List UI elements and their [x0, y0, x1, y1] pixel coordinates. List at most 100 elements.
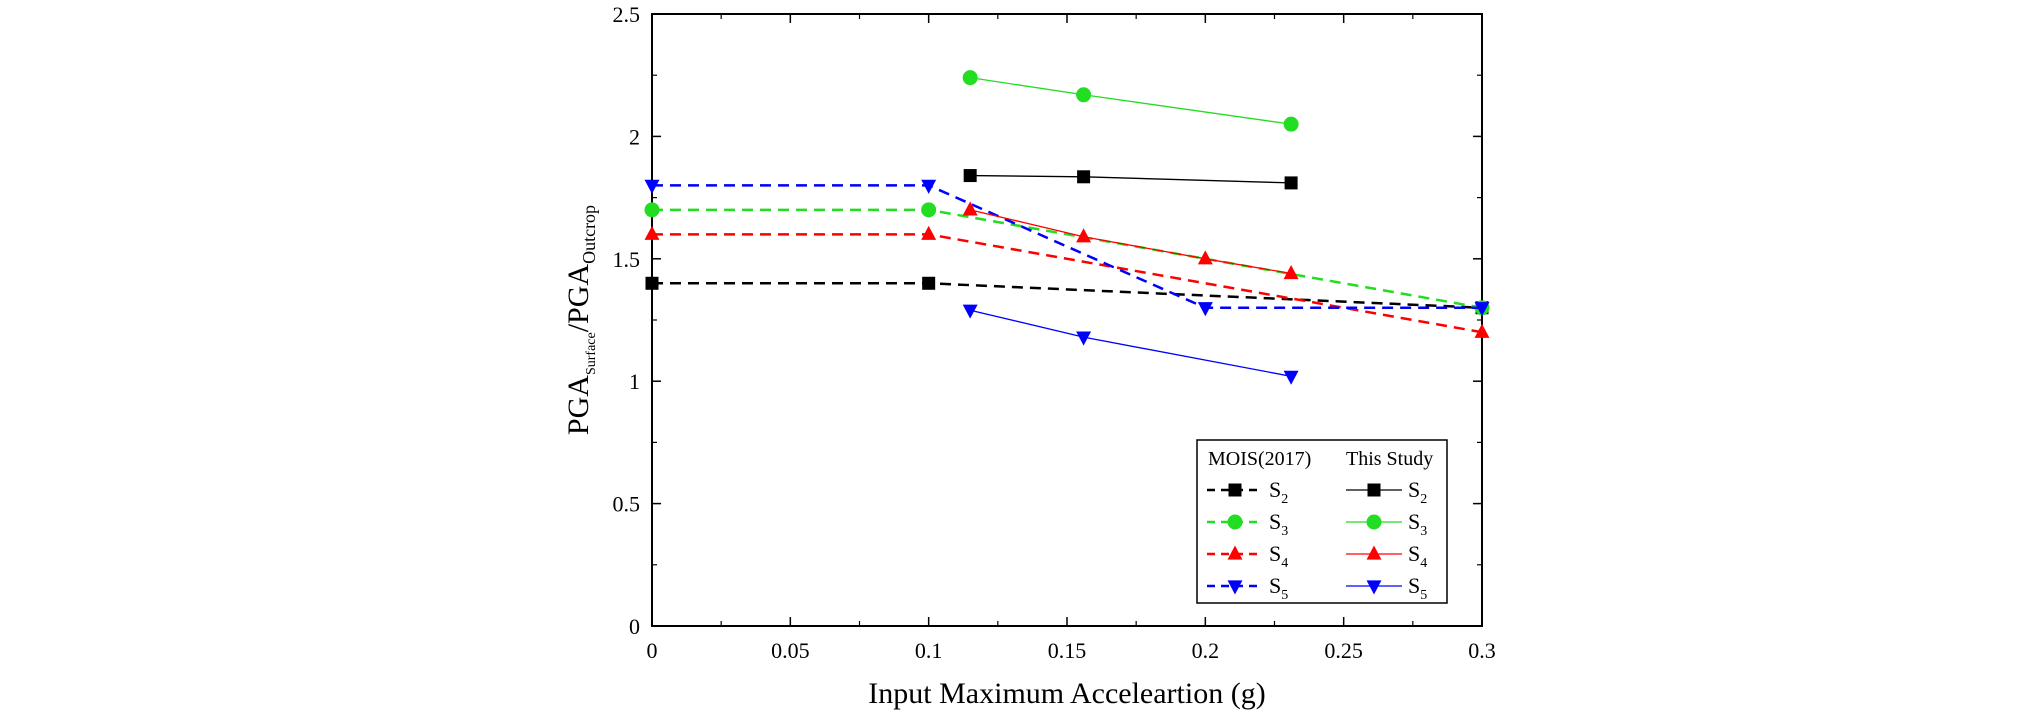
legend-label: S5 [1269, 573, 1288, 603]
series-this-study-s2 [963, 169, 1298, 190]
legend-label: S2 [1408, 477, 1427, 507]
legend-label: S5 [1408, 573, 1427, 603]
legend-label-sub: 2 [1281, 492, 1288, 507]
data-point [1283, 265, 1299, 280]
legend-marker [1366, 545, 1382, 560]
tick-labels: 0 0.05 0.1 0.15 0.2 0.25 0.3 0 0.5 1 1.5 2 2.5 [613, 2, 1496, 663]
data-point [921, 225, 937, 240]
y-label-sub1: Surface [584, 332, 599, 375]
legend-marker [1367, 483, 1381, 497]
y-tick-label: 0 [629, 614, 640, 639]
legend-label: S4 [1269, 541, 1288, 571]
y-tick-label: 0.5 [613, 492, 641, 517]
data-point [1197, 250, 1213, 265]
data-point [962, 201, 978, 216]
legend-label-sub: 5 [1281, 588, 1288, 603]
x-tick-label: 0.15 [1048, 638, 1087, 663]
legend-label-base: S [1408, 477, 1420, 502]
legend-item: S5 [1346, 573, 1427, 603]
x-tick-label: 0.1 [915, 638, 943, 663]
data-point [921, 179, 937, 194]
legend-marker [1366, 580, 1382, 595]
x-tick-label: 0.3 [1468, 638, 1496, 663]
legend-label-base: S [1269, 509, 1281, 534]
data-point [1076, 228, 1092, 243]
legend-label-base: S [1269, 573, 1281, 598]
legend-title-this-study: This Study [1346, 448, 1433, 470]
x-tick-label: 0 [647, 638, 658, 663]
data-point [1076, 331, 1092, 346]
data-point [1284, 176, 1298, 190]
series-line [970, 309, 1292, 377]
legend-label: S3 [1269, 509, 1288, 539]
series-line [970, 174, 1292, 184]
series-mois-2017--s4 [644, 225, 1490, 338]
legend-marker [1227, 545, 1243, 560]
data-point [1076, 87, 1092, 103]
legend-item: S4 [1207, 541, 1288, 571]
series-line [970, 77, 1292, 125]
y-label-sub2: Outcrop [579, 205, 599, 264]
y-label-base1: PGA [562, 375, 595, 435]
series-layer [644, 70, 1490, 385]
series-mois-2017--s5 [644, 179, 1490, 317]
series-line [652, 233, 1483, 334]
legend-label-sub: 2 [1420, 492, 1427, 507]
data-point [963, 169, 977, 183]
legend-label-base: S [1408, 573, 1420, 598]
legend-label: S2 [1269, 477, 1288, 507]
y-label-sep: /PGA [562, 264, 595, 333]
data-point [1283, 370, 1299, 385]
data-point [644, 179, 660, 194]
legend-label-base: S [1269, 477, 1281, 502]
x-tick-label: 0.2 [1192, 638, 1220, 663]
legend-item: S2 [1346, 477, 1427, 507]
legend-marker [1227, 514, 1243, 530]
legend-item: S3 [1346, 509, 1427, 539]
legend-label-base: S [1408, 541, 1420, 566]
data-point [1474, 323, 1490, 338]
y-tick-label: 1 [629, 369, 640, 394]
legend-title-mois: MOIS(2017) [1208, 448, 1311, 470]
data-point [1474, 302, 1490, 317]
axis-ticks [651, 13, 1483, 627]
legend-marker [1228, 483, 1242, 497]
y-tick-label: 1.5 [613, 247, 641, 272]
x-tick-label: 0.25 [1324, 638, 1363, 663]
legend-label-base: S [1269, 541, 1281, 566]
legend-label: S3 [1408, 509, 1427, 539]
legend-label-sub: 4 [1281, 556, 1288, 571]
legend-label-sub: 4 [1420, 556, 1427, 571]
legend-marker [1227, 580, 1243, 595]
x-axis-label: Input Maximum Acceleartion (g) [868, 677, 1265, 710]
series-line [970, 209, 1292, 275]
legend-label-sub: 3 [1281, 524, 1288, 539]
data-point [1283, 116, 1299, 132]
data-point [922, 276, 936, 290]
data-point [1197, 302, 1213, 317]
data-point [921, 202, 937, 218]
legend-marker [1366, 514, 1382, 530]
data-point [962, 70, 978, 86]
series-this-study-s4 [962, 201, 1299, 280]
series-this-study-s3 [962, 70, 1299, 132]
legend-item: S5 [1207, 573, 1288, 603]
legend-item: S4 [1346, 541, 1427, 571]
legend-label-sub: 5 [1420, 588, 1427, 603]
series-this-study-s5 [962, 304, 1299, 385]
y-axis-label: PGASurface/PGAOutcrop [562, 205, 599, 435]
legend-item: S3 [1207, 509, 1288, 539]
data-point [644, 225, 660, 240]
data-point [962, 304, 978, 319]
data-point [1077, 170, 1091, 184]
legend-label-sub: 3 [1420, 524, 1427, 539]
data-point [645, 276, 659, 290]
legend-label-base: S [1408, 509, 1420, 534]
legend-item: S2 [1207, 477, 1288, 507]
y-tick-label: 2.5 [613, 2, 641, 27]
series-mois-2017--s2 [645, 276, 1489, 315]
legend-label: S4 [1408, 541, 1427, 571]
